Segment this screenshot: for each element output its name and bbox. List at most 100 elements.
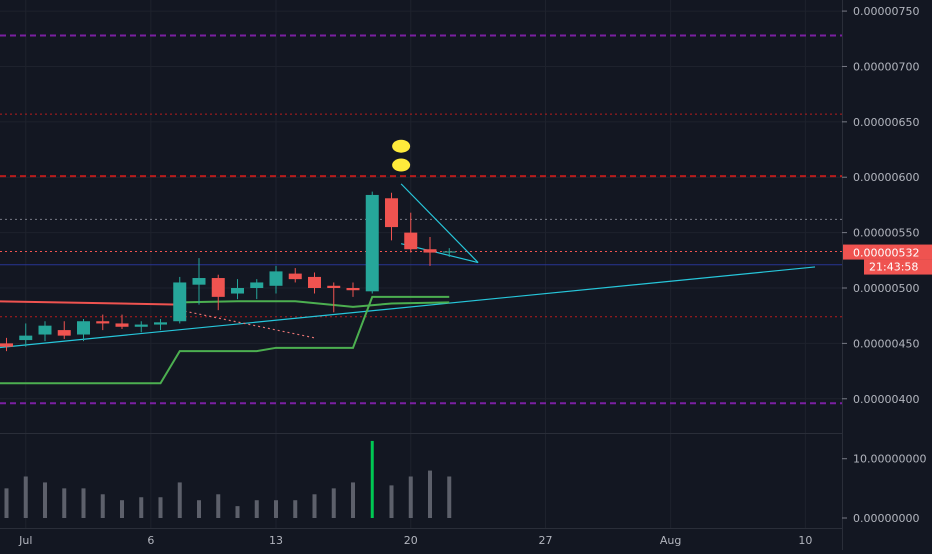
trend-line-support: [0, 266, 816, 349]
price-tick-label: 0.00000500: [853, 282, 919, 295]
candle[interactable]: [308, 272, 321, 294]
candle[interactable]: [115, 314, 129, 329]
volume-bar: [428, 470, 432, 518]
candle-body: [327, 285, 341, 288]
horizontal-lines-layer: [0, 34, 842, 405]
candle[interactable]: [404, 212, 418, 253]
volume-tick-label: 0.00000000: [853, 512, 919, 525]
signal-marker: [392, 158, 411, 172]
candle-body: [154, 322, 167, 325]
volume-bar: [177, 482, 182, 518]
volume-bar: [23, 476, 28, 518]
candle[interactable]: [423, 237, 437, 266]
signal-marker: [392, 139, 411, 153]
volume-bar: [216, 494, 221, 518]
price-tick-label: 0.00000600: [853, 171, 919, 184]
candle[interactable]: [154, 319, 167, 331]
volume-bar: [100, 494, 105, 518]
candle[interactable]: [77, 319, 90, 342]
price-tick-label: 0.00000450: [853, 337, 919, 350]
candle[interactable]: [57, 321, 71, 339]
candle-body: [404, 232, 418, 250]
volume-bar: [370, 440, 374, 518]
time-tick-label: Jul: [18, 534, 32, 547]
volume-bar: [351, 482, 355, 518]
price-tick-label: 0.00000750: [853, 5, 919, 18]
volume-bar: [312, 494, 317, 518]
volume-bar: [274, 500, 278, 518]
candle[interactable]: [327, 282, 341, 313]
candle-body: [250, 282, 264, 288]
price-tick-label: 0.00000700: [853, 60, 919, 73]
candle-body: [365, 194, 379, 292]
volume-bar: [81, 488, 86, 518]
candle-body: [96, 321, 110, 324]
candle[interactable]: [19, 323, 33, 347]
time-tick-label: 6: [147, 534, 154, 547]
price-tick-label: 0.00000650: [853, 116, 919, 129]
candle-body: [346, 288, 360, 291]
candle-body: [173, 282, 187, 322]
candle[interactable]: [346, 282, 360, 297]
volume-bar: [447, 476, 452, 518]
candle-body: [385, 198, 398, 228]
volume-bar: [4, 488, 9, 518]
volume-bar: [235, 506, 240, 518]
volume-layer: [4, 440, 452, 518]
candle[interactable]: [211, 274, 225, 311]
candle-body: [134, 324, 148, 327]
axis-layer[interactable]: 0.00000750 0.00000700 0.00000650 0.00000600…: [18, 0, 932, 550]
candle[interactable]: [0, 337, 13, 352]
price-tick-label: 0.00000550: [853, 227, 919, 240]
last-price-label: 0.00000532: [853, 247, 919, 260]
time-tick-label: Aug: [660, 534, 681, 547]
volume-bar: [331, 488, 336, 518]
trend-lines-layer: [0, 183, 816, 385]
candle-body: [442, 251, 456, 253]
volume-bar: [389, 485, 394, 518]
candle-body: [0, 343, 13, 347]
candle[interactable]: [96, 314, 110, 331]
price-axis-background: [843, 0, 932, 550]
candle-body: [77, 321, 90, 335]
time-tick-label: 27: [539, 534, 553, 547]
volume-bar: [293, 500, 298, 518]
candle-body: [308, 276, 321, 288]
volume-tick-label: 10.00000000: [853, 453, 926, 466]
candle[interactable]: [365, 191, 379, 294]
candle-body: [231, 288, 244, 294]
time-tick-label: 20: [404, 534, 418, 547]
candle[interactable]: [288, 268, 302, 283]
volume-bar: [120, 500, 124, 518]
volume-bar: [139, 497, 144, 518]
candle[interactable]: [134, 321, 148, 333]
candle-body: [192, 278, 206, 285]
markers-layer: [392, 139, 411, 172]
last-price-badge: [843, 244, 932, 260]
candle-body: [38, 325, 52, 335]
time-tick-label: 13: [269, 534, 283, 547]
candles-layer[interactable]: [0, 191, 456, 352]
candle[interactable]: [250, 279, 264, 300]
candle-body: [57, 330, 71, 336]
candle[interactable]: [269, 265, 283, 294]
candle[interactable]: [192, 258, 206, 305]
countdown-label: 21:43:58: [869, 261, 918, 274]
candle[interactable]: [385, 192, 398, 241]
candle-body: [269, 271, 283, 286]
candle-body: [288, 273, 302, 280]
candle[interactable]: [173, 276, 187, 324]
moving-average-line: [179, 300, 450, 308]
candle[interactable]: [231, 279, 244, 300]
trend-line-red-line: [0, 300, 180, 306]
volume-bar: [197, 500, 201, 518]
candle-body: [115, 323, 129, 327]
candle[interactable]: [38, 321, 52, 342]
trend-line-wedge-top: [400, 183, 479, 263]
time-tick-label: 10: [798, 534, 812, 547]
candle[interactable]: [442, 248, 456, 257]
